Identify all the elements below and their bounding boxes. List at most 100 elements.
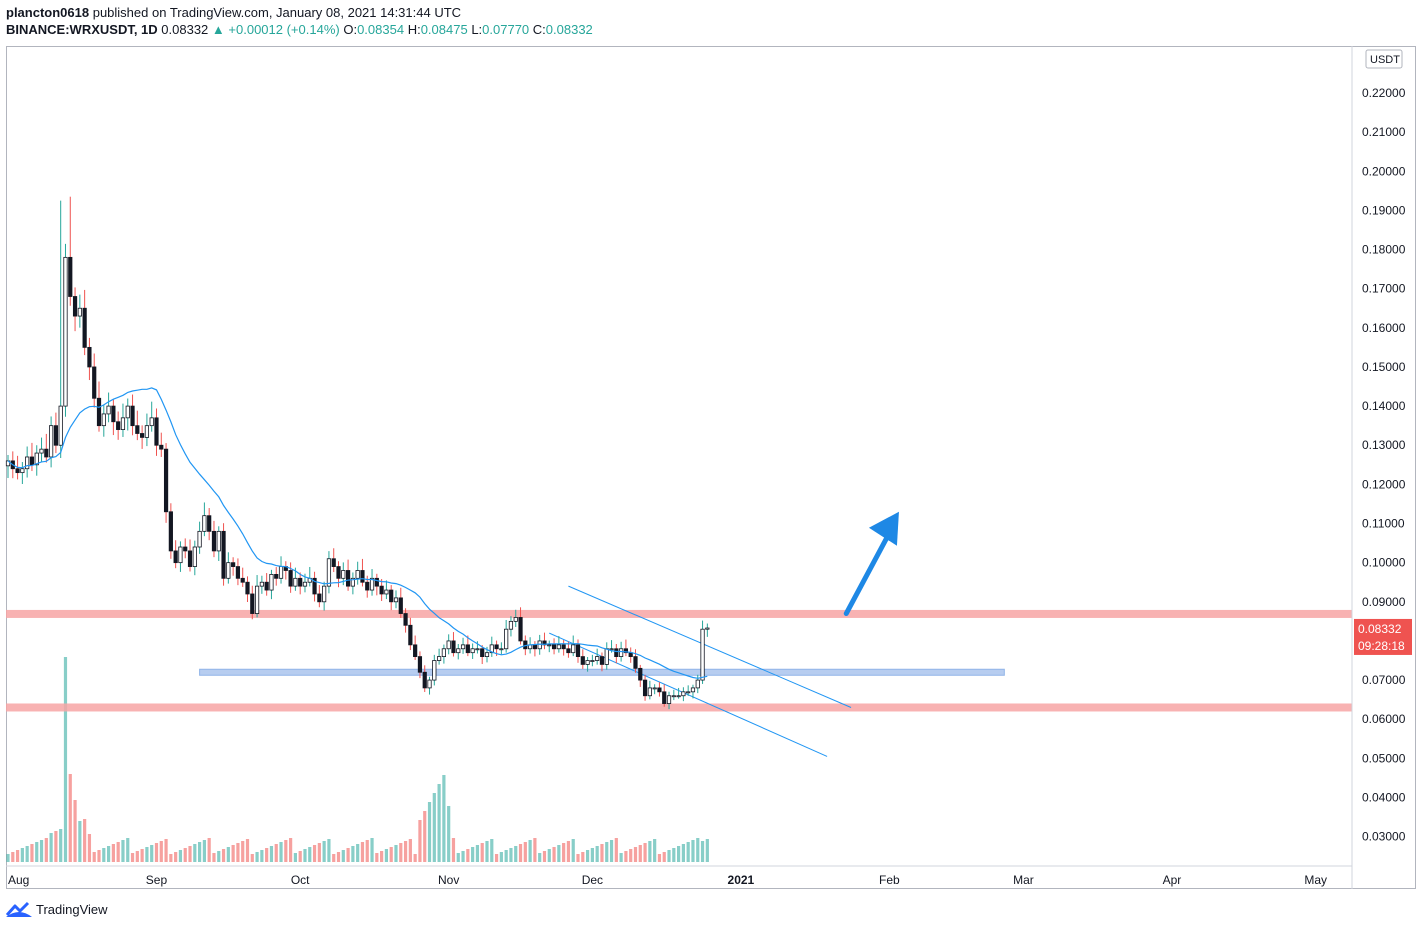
candle-body [508, 620, 514, 630]
candle-body [681, 691, 686, 697]
volume-bar [54, 831, 58, 862]
volume-bar [403, 841, 408, 862]
candle-body [427, 679, 432, 689]
candle-body [403, 613, 408, 626]
volume-bar [672, 848, 676, 862]
chart-frame[interactable] [6, 46, 1416, 889]
volume-bar [44, 838, 48, 862]
volume-bar [562, 843, 566, 862]
price-tick-label: 0.15000 [1362, 360, 1406, 374]
volume-bar [188, 846, 192, 862]
volume-bar [480, 843, 484, 862]
volume-bar [25, 846, 29, 862]
volume-bar [150, 845, 154, 862]
volume-bar [518, 844, 523, 862]
volume-bar [265, 848, 269, 862]
candle-body [571, 644, 576, 654]
publish-line: plancton0618 published on TradingView.co… [6, 5, 461, 21]
price-tick-label: 0.17000 [1362, 282, 1406, 296]
candle-body [642, 679, 648, 697]
resistance-zone[interactable] [6, 609, 1352, 618]
candle-body [120, 417, 126, 430]
price-tick-label: 0.16000 [1362, 321, 1406, 335]
candle-body [15, 468, 20, 474]
footer-brand[interactable]: TradingView [6, 901, 108, 917]
volume-bar [485, 841, 489, 862]
candle-body [192, 546, 197, 567]
currency-box[interactable] [1365, 49, 1403, 69]
candle-body [441, 648, 446, 657]
candle-body [652, 687, 657, 690]
volume-bar [83, 819, 87, 862]
candle-body [513, 617, 518, 622]
volume-bar [207, 838, 211, 862]
volume-bar [130, 853, 135, 862]
candle-body [422, 671, 427, 689]
volume-bar [581, 852, 585, 862]
symbol-line: BINANCE:WRXUSDT, 1D 0.08332 ▲ +0.00012 (… [6, 22, 593, 38]
candle-body [326, 558, 332, 587]
candle-body [92, 366, 97, 399]
volume-bar [585, 850, 590, 862]
volume-bar [159, 841, 163, 862]
price-tick-label: 0.13000 [1362, 438, 1406, 452]
volume-bar [317, 843, 321, 862]
symbol-name[interactable]: BINANCE:WRXUSDT, 1D [6, 22, 158, 37]
volume-bar [696, 838, 700, 862]
author-name[interactable]: plancton0618 [6, 5, 90, 20]
volume-bar [614, 838, 618, 862]
volume-bar [102, 848, 106, 862]
volume-bar [73, 800, 77, 862]
volume-bar [39, 840, 44, 862]
candle-body [465, 644, 470, 654]
volume-bar [681, 844, 685, 862]
volume-bar [705, 839, 709, 862]
candle-body [106, 405, 111, 415]
support-zone[interactable] [6, 703, 1352, 712]
volume-bar [274, 844, 278, 862]
moving-average[interactable] [7, 387, 708, 679]
currency-label: USDT [1370, 54, 1400, 66]
volume-bar [523, 842, 527, 862]
candle-body [345, 570, 351, 587]
candle-body [250, 593, 255, 614]
candle-body [647, 687, 652, 697]
candle-body [504, 628, 509, 650]
candle-body [278, 566, 284, 579]
volume-bar [509, 848, 513, 862]
arrow-head[interactable] [868, 511, 899, 546]
volume-bar [629, 849, 633, 862]
volume-bar [30, 844, 34, 862]
volume-bar [241, 841, 245, 862]
candle-body [159, 444, 164, 450]
volume-bar [677, 846, 681, 862]
time-tick-label: Nov [438, 873, 459, 887]
volume-bar [236, 843, 240, 862]
arrow-shaft[interactable] [843, 531, 892, 617]
candle-body [125, 405, 130, 419]
volume-bar [432, 793, 436, 862]
candle-body [168, 511, 173, 552]
candle-body [130, 405, 135, 427]
volume-bar [653, 839, 657, 862]
candle-body [666, 695, 672, 704]
candle-body [39, 448, 44, 454]
volume-bar [394, 845, 398, 862]
volume-bar [217, 851, 221, 862]
volume-bar [691, 840, 695, 862]
volume-bar [284, 840, 288, 862]
time-axis: Aug Sep Oct Nov Dec 2021 Feb Mar Apr May [6, 865, 1352, 887]
price-tick-label: 0.22000 [1362, 86, 1406, 100]
candle-body [686, 691, 691, 694]
candle-body [595, 656, 600, 661]
volume-bar [662, 852, 666, 862]
volume-bar [447, 806, 451, 862]
candle-body [408, 624, 413, 646]
channel-upper-line[interactable] [568, 585, 852, 708]
publish-info: published on TradingView.com, January 08… [92, 5, 462, 20]
volume-bar [15, 850, 20, 862]
candle-body [532, 644, 538, 650]
price-tick-label: 0.20000 [1362, 164, 1406, 178]
volume-bar [260, 850, 264, 862]
